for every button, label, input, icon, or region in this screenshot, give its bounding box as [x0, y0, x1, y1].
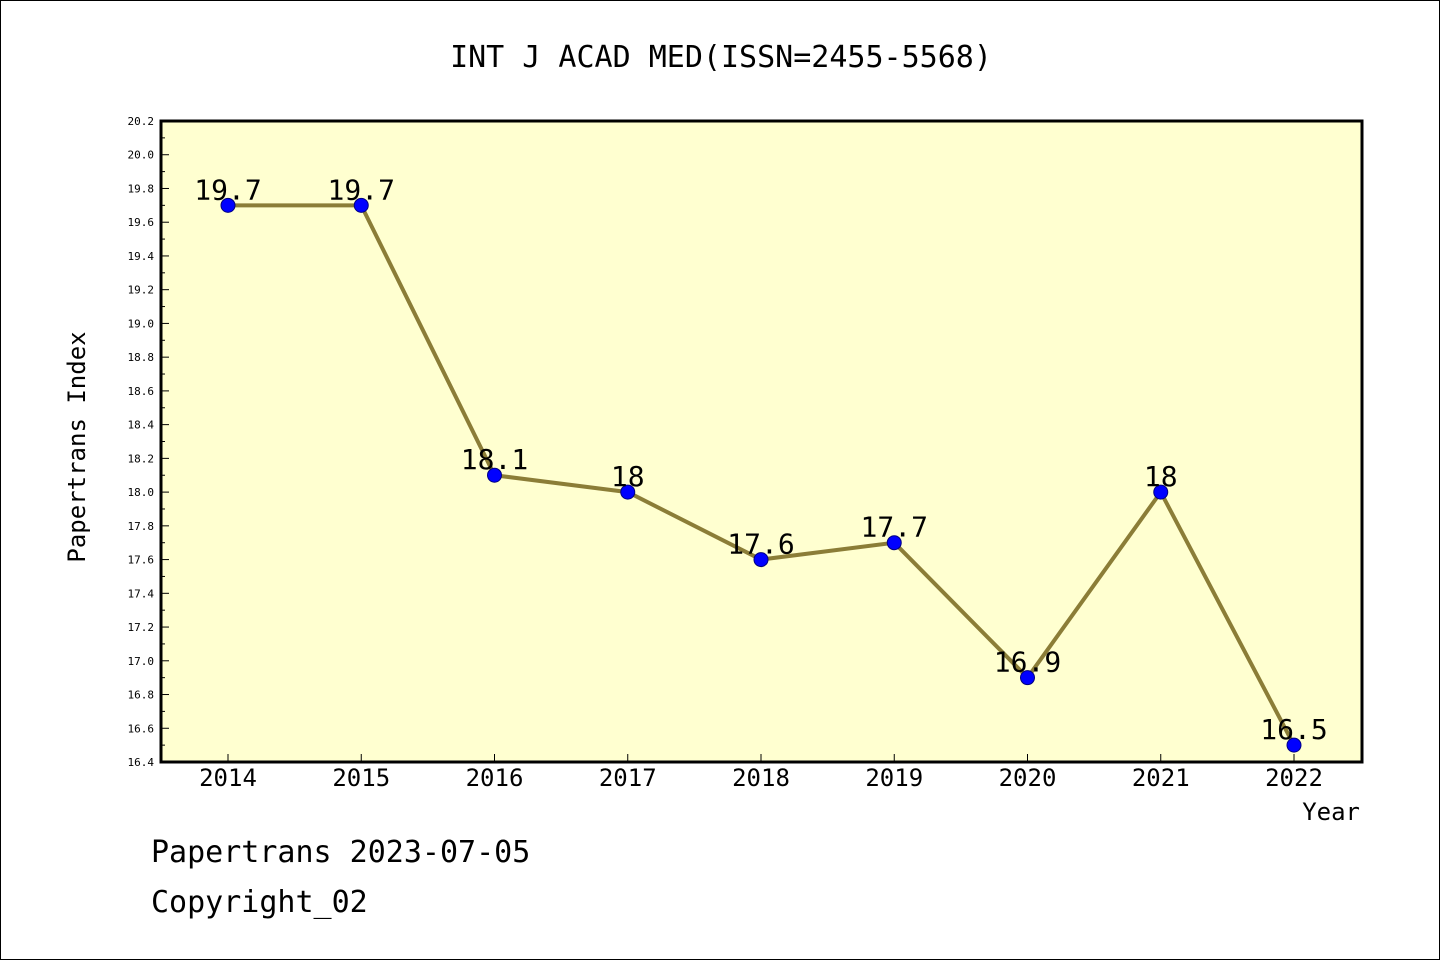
data-point — [220, 197, 236, 213]
y-tick-label: 19.2 — [128, 284, 155, 297]
x-tick-label: 2015 — [332, 764, 390, 792]
data-label: 17.6 — [727, 528, 794, 561]
y-tick-label: 19.0 — [128, 317, 155, 330]
data-label: 17.7 — [861, 511, 928, 544]
data-label: 16.9 — [994, 646, 1061, 679]
y-tick-label: 18.4 — [128, 419, 155, 432]
y-axis-label: Papertrans Index — [63, 331, 91, 562]
data-series: 19.7 19.7 18.1 18 17.6 17.7 16.9 18 16.5 — [194, 173, 1328, 753]
data-point — [353, 197, 369, 213]
data-point — [753, 552, 769, 568]
y-tick-label: 19.8 — [128, 182, 155, 195]
data-point — [1286, 737, 1302, 753]
data-label: 18.1 — [461, 443, 528, 476]
data-point — [620, 484, 636, 500]
y-tick-label: 16.8 — [128, 689, 155, 702]
x-tick-label: 2021 — [1132, 764, 1190, 792]
y-axis-ticks: 16.4 16.6 16.8 17.0 17.2 17.4 17.6 17.8 18.0 18.2… — [128, 115, 169, 769]
x-tick-label: 2016 — [466, 764, 524, 792]
y-tick-label: 19.4 — [128, 250, 155, 263]
y-tick-label: 16.4 — [128, 756, 155, 769]
plot-area — [159, 119, 1364, 764]
y-tick-label: 17.2 — [128, 621, 155, 634]
data-label: 19.7 — [194, 173, 261, 206]
y-tick-label: 17.6 — [128, 554, 155, 567]
data-point — [1020, 670, 1035, 686]
y-tick-label: 20.2 — [128, 115, 155, 128]
data-point — [1153, 484, 1169, 500]
data-label: 16.5 — [1260, 713, 1327, 746]
y-tick-label: 18.2 — [128, 452, 155, 465]
footer-date: Papertrans 2023-07-05 — [151, 835, 531, 870]
y-tick-label: 18.6 — [128, 385, 155, 398]
x-tick-label: 2019 — [865, 764, 923, 792]
x-tick-label: 2017 — [599, 764, 657, 792]
y-tick-label: 18.8 — [128, 351, 155, 364]
data-point — [487, 467, 502, 483]
x-axis-label: Year — [1302, 798, 1360, 826]
data-label: 19.7 — [328, 173, 395, 206]
y-tick-label: 18.0 — [128, 486, 155, 499]
x-axis-ticks: 2014 2015 2016 2017 2018 2019 2020 2021 2022 — [199, 754, 1323, 792]
y-tick-label: 19.6 — [128, 216, 155, 229]
y-tick-label: 16.6 — [128, 722, 155, 735]
footer-copyright: Copyright_02 — [151, 885, 368, 920]
x-tick-label: 2020 — [999, 764, 1057, 792]
data-point — [886, 535, 902, 551]
y-tick-label: 17.4 — [128, 587, 155, 600]
x-tick-label: 2022 — [1265, 764, 1323, 792]
x-tick-label: 2018 — [732, 764, 790, 792]
y-tick-label: 17.8 — [128, 520, 155, 533]
y-tick-label: 17.0 — [128, 655, 155, 668]
x-tick-label: 2014 — [199, 764, 257, 792]
data-label: 18 — [1144, 460, 1178, 493]
y-tick-label: 20.0 — [128, 149, 155, 162]
data-label: 18 — [611, 460, 645, 493]
chart-title: INT J ACAD MED(ISSN=2455-5568) — [450, 40, 992, 75]
